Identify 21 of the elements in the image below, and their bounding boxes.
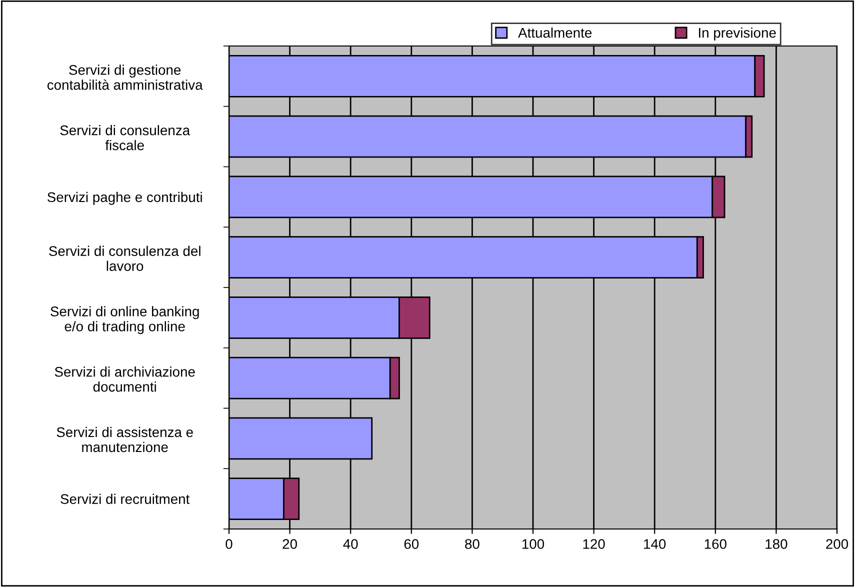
y-tick-label: Servizi di recruitment — [60, 494, 190, 504]
x-tick-label: 120 — [583, 539, 605, 549]
y-tick-label: Servizi di archiviazione documenti — [54, 366, 195, 392]
legend-label: Attualmente — [518, 27, 592, 38]
x-tick-label: 40 — [343, 539, 358, 549]
y-tick-label: Servizi di online banking e/o di trading online — [50, 306, 199, 334]
x-tick-label: 20 — [282, 539, 297, 549]
y-tick-label: Servizi paghe e contributi — [47, 192, 202, 205]
x-tick-label: 100 — [522, 539, 544, 549]
legend-label: In previsione — [698, 27, 776, 40]
y-tick-label: Servizi di consulenza fiscale — [60, 125, 190, 150]
y-tick-label: Servizi di consulenza del lavoro — [49, 246, 200, 271]
y-tick-label: Servizi di assistenza e manutenzione — [56, 426, 193, 452]
x-tick-label: 140 — [644, 539, 666, 549]
x-tick-label: 160 — [704, 539, 726, 549]
x-tick-label: 200 — [826, 539, 848, 549]
y-tick-label: Servizi di gestione contabilità amministrativa — [47, 64, 203, 90]
x-tick-label: 80 — [465, 539, 480, 549]
x-tick-label: 180 — [766, 539, 788, 549]
x-tick-label: 60 — [404, 539, 419, 549]
x-tick-label: 0 — [226, 539, 232, 549]
